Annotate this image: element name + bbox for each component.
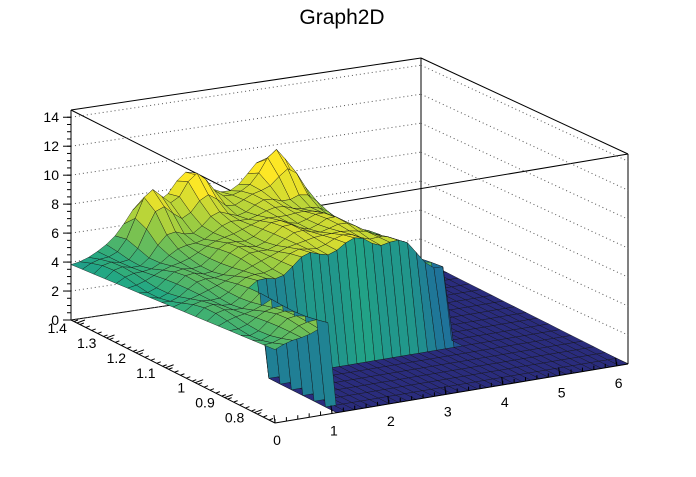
y-axis-minor-tick xyxy=(268,418,274,421)
x-axis-tick-label: 4 xyxy=(501,394,509,410)
y-axis-tick-label: 0.8 xyxy=(225,410,245,426)
y-axis-minor-tick xyxy=(251,409,256,412)
y-axis-tick xyxy=(254,409,263,414)
y-axis-tick-label: 1.4 xyxy=(47,320,67,336)
y-axis-tick-label: 1.1 xyxy=(136,365,156,381)
y-axis-minor-tick xyxy=(121,343,126,346)
x-axis-tick-label: 1 xyxy=(330,422,338,438)
y-axis-minor-tick xyxy=(197,382,203,385)
y-axis-tick xyxy=(194,379,204,384)
grid-line-z xyxy=(420,64,629,162)
axis-box-front xyxy=(70,319,629,424)
z-axis-tick-label: 0 xyxy=(51,312,59,328)
z-axis-tick-label: 8 xyxy=(51,196,59,212)
y-axis-minor-tick xyxy=(73,319,79,322)
y-axis-minor-tick xyxy=(215,391,221,394)
y-axis-minor-tick xyxy=(239,403,244,406)
y-axis-tick xyxy=(76,319,86,324)
y-axis-minor-tick xyxy=(245,406,250,409)
z-axis-tick-label: 6 xyxy=(51,225,59,241)
y-axis-minor-tick xyxy=(156,361,161,364)
y-axis-tick-label: 1 xyxy=(177,380,185,396)
z-axis-tick-label: 10 xyxy=(43,167,59,183)
y-axis-minor-tick xyxy=(221,394,226,397)
y-axis-tick xyxy=(165,364,174,369)
x-axis-tick-label: 3 xyxy=(444,403,452,419)
grid-line-z xyxy=(420,151,629,249)
y-axis-tick-label: 1.3 xyxy=(77,335,97,351)
box-edge-top-right xyxy=(420,57,629,155)
y-axis-minor-tick xyxy=(162,364,167,367)
x-axis-tick-label: 5 xyxy=(558,384,566,400)
x-axis-tick-label: 2 xyxy=(387,413,395,429)
x-axis-tick-label: 0 xyxy=(273,432,281,448)
y-axis-minor-tick xyxy=(126,346,132,349)
y-axis-minor-tick xyxy=(168,367,173,370)
y-axis-minor-tick xyxy=(132,349,138,352)
y-axis-tick xyxy=(224,394,233,399)
grid-line-z xyxy=(70,122,422,176)
y-axis-tick-label: 1.2 xyxy=(107,350,127,366)
box-edge-top-left xyxy=(70,57,422,111)
y-axis-minor-tick xyxy=(262,415,268,418)
grid-line-z xyxy=(420,180,629,278)
chart-title: Graph2D xyxy=(299,6,384,29)
y-axis-minor-tick xyxy=(203,385,209,388)
y-axis-minor-tick xyxy=(209,388,215,391)
y-axis-minor-tick xyxy=(85,325,90,328)
y-axis-minor-tick xyxy=(79,322,85,325)
x-axis-tick-label: 6 xyxy=(615,375,623,391)
y-axis: 0.8 0.9 1 1.1 1.2 1.3 1.4 xyxy=(47,319,274,426)
z-axis-tick-label: 2 xyxy=(51,283,59,299)
box-edge-front-right xyxy=(274,363,629,424)
grid-line-z xyxy=(420,93,629,191)
z-axis-tick-label: 14 xyxy=(43,109,59,125)
grid-line-z xyxy=(70,64,422,118)
y-axis-minor-tick xyxy=(138,352,144,355)
y-axis-minor-tick xyxy=(91,328,96,331)
y-axis-minor-tick xyxy=(180,373,185,376)
surface-mesh xyxy=(70,149,629,414)
y-axis-minor-tick xyxy=(150,358,156,361)
y-axis-minor-tick xyxy=(233,400,238,403)
y-axis-minor-tick xyxy=(144,355,150,358)
x-axis: 0 1 2 3 4 5 6 xyxy=(273,357,623,448)
y-axis-minor-tick xyxy=(109,337,114,340)
y-axis-minor-tick xyxy=(227,397,232,400)
y-axis-minor-tick xyxy=(186,376,191,379)
y-axis-tick-label: 0.9 xyxy=(195,395,215,411)
box-edge-top-front-right xyxy=(274,153,629,214)
y-axis-minor-tick xyxy=(103,334,108,337)
y-axis-tick xyxy=(135,349,145,354)
z-axis-tick-label: 4 xyxy=(51,254,59,270)
y-axis-minor-tick xyxy=(257,412,262,415)
z-axis: 0 2 4 6 8 10 12 14 xyxy=(43,109,71,328)
y-axis-minor-tick xyxy=(192,379,197,382)
y-axis-minor-tick xyxy=(115,340,120,343)
y-axis-minor-tick xyxy=(97,331,102,334)
y-axis-tick xyxy=(106,334,115,339)
y-axis-minor-tick xyxy=(174,370,179,373)
box-edge-front-left xyxy=(70,319,276,424)
grid-line-z xyxy=(70,93,422,147)
z-axis-tick-label: 12 xyxy=(43,138,59,154)
